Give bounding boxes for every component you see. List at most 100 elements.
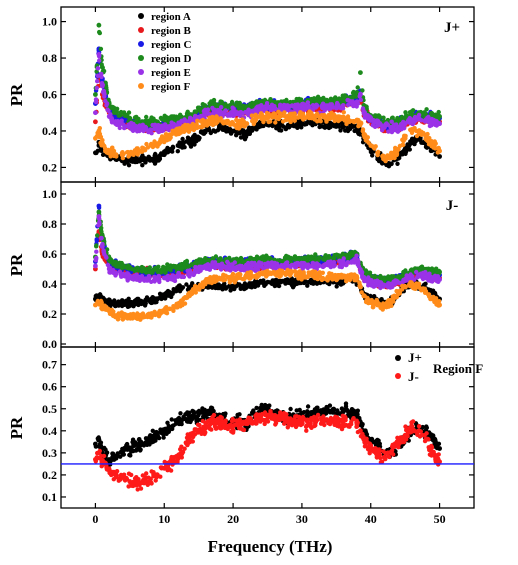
data-point xyxy=(171,121,177,127)
data-point xyxy=(407,143,412,148)
data-point xyxy=(98,46,104,52)
data-point xyxy=(203,128,208,134)
data-point xyxy=(127,115,133,121)
data-point xyxy=(203,110,208,116)
data-point xyxy=(346,102,351,108)
data-point xyxy=(161,293,167,299)
data-point xyxy=(132,148,138,153)
data-point xyxy=(161,124,167,130)
data-point xyxy=(285,123,291,128)
data-point xyxy=(195,118,200,124)
data-point xyxy=(305,283,310,288)
data-point xyxy=(381,115,386,120)
data-point xyxy=(184,282,189,287)
data-point xyxy=(96,22,102,28)
data-point xyxy=(96,52,102,57)
data-point xyxy=(147,298,152,303)
data-point xyxy=(95,66,101,71)
data-point xyxy=(341,93,346,99)
data-point xyxy=(254,283,259,288)
data-point xyxy=(409,139,415,145)
data-point xyxy=(334,106,339,111)
data-point xyxy=(131,121,136,127)
data-point xyxy=(155,141,160,147)
data-point xyxy=(211,110,217,115)
data-point xyxy=(433,146,438,151)
data-point xyxy=(230,121,236,127)
data-point xyxy=(93,135,98,141)
data-point xyxy=(258,280,263,285)
data-point xyxy=(216,124,222,130)
data-point xyxy=(327,114,332,119)
data-point xyxy=(127,301,133,306)
data-point xyxy=(210,115,215,120)
data-point xyxy=(264,101,270,106)
data-point xyxy=(299,114,305,119)
data-point xyxy=(122,125,127,131)
data-point xyxy=(354,99,360,105)
data-point xyxy=(155,296,160,302)
data-point xyxy=(274,126,279,131)
data-point xyxy=(430,119,436,125)
data-point xyxy=(236,119,242,124)
data-point xyxy=(123,113,128,118)
data-point xyxy=(382,155,387,161)
data-point xyxy=(331,122,336,127)
data-point xyxy=(135,129,140,134)
data-point xyxy=(402,135,408,141)
data-point xyxy=(313,114,319,119)
data-point xyxy=(184,111,190,116)
data-point xyxy=(410,108,416,113)
data-point xyxy=(273,120,278,125)
data-point xyxy=(197,105,202,110)
data-point xyxy=(230,284,236,290)
data-point xyxy=(389,124,394,130)
data-point xyxy=(331,116,337,121)
data-point xyxy=(365,114,370,120)
data-point xyxy=(93,92,98,97)
data-point xyxy=(400,142,405,147)
data-point xyxy=(223,127,228,132)
data-point xyxy=(96,203,102,209)
data-point xyxy=(155,155,160,161)
data-point xyxy=(170,128,175,133)
data-point xyxy=(375,121,380,127)
data-point xyxy=(167,289,172,295)
data-point xyxy=(99,83,105,88)
data-point xyxy=(150,122,155,128)
data-point xyxy=(285,280,291,285)
data-point xyxy=(203,119,208,125)
data-point xyxy=(137,159,143,164)
data-point xyxy=(175,128,181,134)
data-point xyxy=(216,117,222,123)
data-point xyxy=(340,103,346,108)
data-point xyxy=(127,152,133,158)
data-point xyxy=(196,137,201,142)
data-point xyxy=(299,121,305,127)
data-point xyxy=(247,125,252,130)
data-point xyxy=(113,301,119,306)
data-point xyxy=(179,118,184,124)
data-point xyxy=(189,124,195,130)
data-point xyxy=(292,118,297,123)
data-point xyxy=(94,85,100,91)
data-point xyxy=(113,152,119,158)
data-point xyxy=(241,135,247,140)
data-point xyxy=(338,128,343,133)
data-point xyxy=(358,121,363,127)
data-point xyxy=(313,104,319,110)
data-point xyxy=(370,153,375,158)
data-point xyxy=(437,154,442,159)
data-point xyxy=(244,283,250,288)
data-point xyxy=(437,148,442,154)
data-point xyxy=(358,92,363,97)
data-point xyxy=(306,103,312,109)
data-point xyxy=(317,117,322,122)
data-point xyxy=(345,128,351,134)
data-point xyxy=(140,163,145,168)
data-point xyxy=(93,150,98,156)
data-point xyxy=(382,124,387,130)
data-point xyxy=(207,101,212,106)
data-point xyxy=(94,238,100,243)
